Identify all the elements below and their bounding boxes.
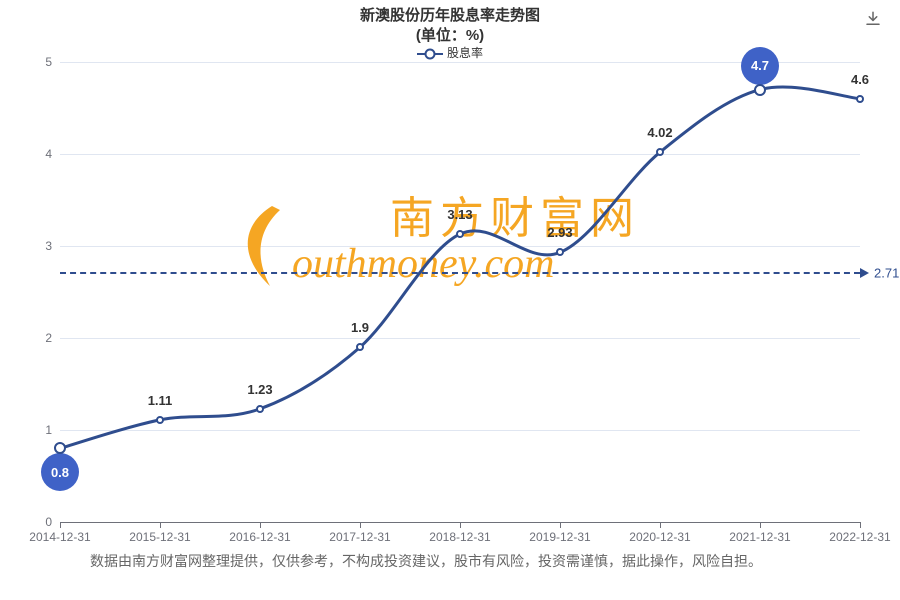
- data-point-label: 1.11: [148, 393, 173, 408]
- data-point-label: 4.6: [851, 72, 869, 87]
- x-axis-tick: [660, 522, 661, 528]
- x-axis-tick: [760, 522, 761, 528]
- y-axis-tick-label: 0: [45, 515, 52, 529]
- min-point-bubble: 0.8: [41, 453, 79, 491]
- chart-container: 新澳股份历年股息率走势图 (单位：%) 股息率 0123452014-12-31…: [0, 0, 900, 600]
- x-axis-tick: [360, 522, 361, 528]
- x-axis-tick-label: 2015-12-31: [129, 530, 190, 544]
- series-line: [60, 62, 860, 522]
- legend-marker-icon: [417, 53, 443, 55]
- data-point: 3.13: [456, 230, 464, 238]
- data-point-label: 2.93: [547, 225, 572, 240]
- y-axis-tick-label: 4: [45, 147, 52, 161]
- data-point: 4.02: [656, 148, 664, 156]
- x-axis-tick-label: 2022-12-31: [829, 530, 890, 544]
- x-axis-tick-label: 2018-12-31: [429, 530, 490, 544]
- x-axis-tick-label: 2014-12-31: [29, 530, 90, 544]
- plot-area: 0123452014-12-312015-12-312016-12-312017…: [60, 62, 860, 522]
- x-axis-tick-label: 2021-12-31: [729, 530, 790, 544]
- reference-line-label: 2.71: [874, 265, 899, 280]
- x-axis-tick: [60, 522, 61, 528]
- x-axis-tick: [860, 522, 861, 528]
- data-point-label: 3.13: [447, 207, 472, 222]
- x-axis-tick: [160, 522, 161, 528]
- y-axis-tick-label: 5: [45, 55, 52, 69]
- max-point-bubble: 4.7: [741, 47, 779, 85]
- x-axis-tick: [460, 522, 461, 528]
- data-point: 1.11: [156, 416, 164, 424]
- data-point: 1.9: [356, 343, 364, 351]
- data-point: 1.23: [256, 405, 264, 413]
- chart-title-line1: 新澳股份历年股息率走势图: [0, 6, 900, 26]
- data-point-label: 1.9: [351, 320, 369, 335]
- y-axis-tick-label: 1: [45, 423, 52, 437]
- x-axis-tick: [560, 522, 561, 528]
- footer-disclaimer: 数据由南方财富网整理提供，仅供参考，不构成投资建议，股市有风险，投资需谨慎，据此…: [90, 550, 870, 572]
- x-axis-tick-label: 2020-12-31: [629, 530, 690, 544]
- data-point-label: 4.02: [647, 125, 672, 140]
- chart-title-line2: (单位：%): [0, 26, 900, 46]
- y-axis-tick-label: 3: [45, 239, 52, 253]
- data-point: 2.93: [556, 248, 564, 256]
- chart-title: 新澳股份历年股息率走势图 (单位：%): [0, 6, 900, 45]
- x-axis-tick-label: 2019-12-31: [529, 530, 590, 544]
- x-axis-tick-label: 2017-12-31: [329, 530, 390, 544]
- data-point: 4.6: [856, 95, 864, 103]
- legend-label: 股息率: [447, 46, 483, 60]
- x-axis-tick-label: 2016-12-31: [229, 530, 290, 544]
- x-axis-tick: [260, 522, 261, 528]
- y-axis-tick-label: 2: [45, 331, 52, 345]
- data-point-label: 1.23: [247, 382, 272, 397]
- download-icon[interactable]: [864, 10, 882, 28]
